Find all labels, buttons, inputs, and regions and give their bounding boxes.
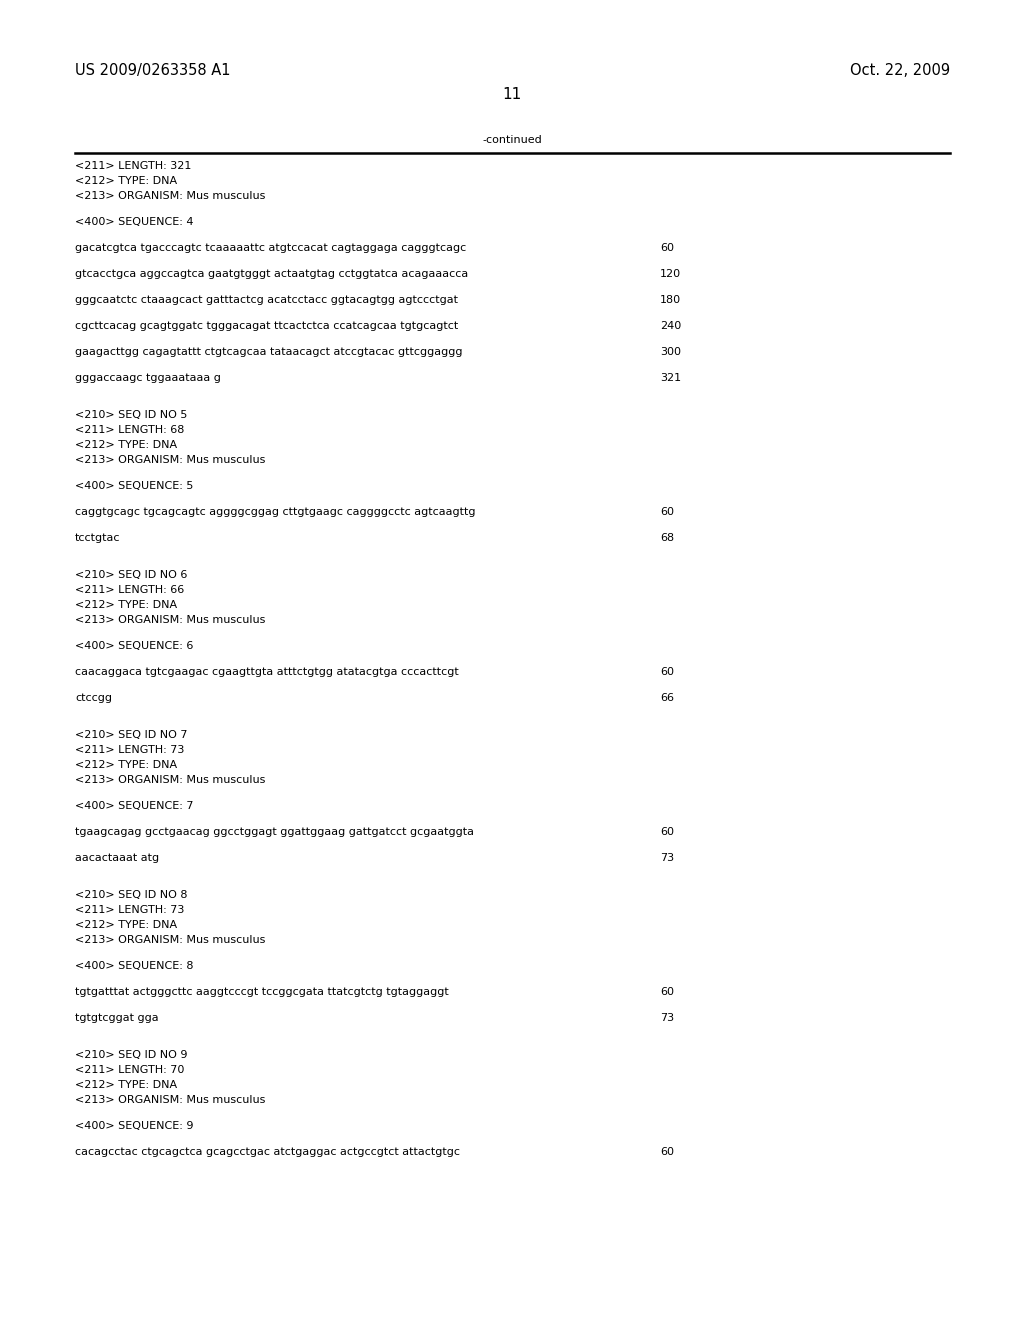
Text: <212> TYPE: DNA: <212> TYPE: DNA (75, 1080, 177, 1090)
Text: <212> TYPE: DNA: <212> TYPE: DNA (75, 920, 177, 931)
Text: gggcaatctc ctaaagcact gatttactcg acatcctacc ggtacagtgg agtccctgat: gggcaatctc ctaaagcact gatttactcg acatcct… (75, 296, 458, 305)
Text: 60: 60 (660, 243, 674, 253)
Text: tgtgtcggat gga: tgtgtcggat gga (75, 1012, 159, 1023)
Text: gtcacctgca aggccagtca gaatgtgggt actaatgtag cctggtatca acagaaacca: gtcacctgca aggccagtca gaatgtgggt actaatg… (75, 269, 468, 279)
Text: 73: 73 (660, 853, 674, 863)
Text: 120: 120 (660, 269, 681, 279)
Text: 240: 240 (660, 321, 681, 331)
Text: 60: 60 (660, 1147, 674, 1158)
Text: 60: 60 (660, 507, 674, 517)
Text: US 2009/0263358 A1: US 2009/0263358 A1 (75, 63, 230, 78)
Text: cacagcctac ctgcagctca gcagcctgac atctgaggac actgccgtct attactgtgc: cacagcctac ctgcagctca gcagcctgac atctgag… (75, 1147, 460, 1158)
Text: <210> SEQ ID NO 5: <210> SEQ ID NO 5 (75, 411, 187, 420)
Text: <400> SEQUENCE: 6: <400> SEQUENCE: 6 (75, 642, 194, 651)
Text: tgaagcagag gcctgaacag ggcctggagt ggattggaag gattgatcct gcgaatggta: tgaagcagag gcctgaacag ggcctggagt ggattgg… (75, 828, 474, 837)
Text: <400> SEQUENCE: 8: <400> SEQUENCE: 8 (75, 961, 194, 972)
Text: caacaggaca tgtcgaagac cgaagttgta atttctgtgg atatacgtga cccacttcgt: caacaggaca tgtcgaagac cgaagttgta atttctg… (75, 667, 459, 677)
Text: gaagacttgg cagagtattt ctgtcagcaa tataacagct atccgtacac gttcggaggg: gaagacttgg cagagtattt ctgtcagcaa tataaca… (75, 347, 463, 356)
Text: <400> SEQUENCE: 9: <400> SEQUENCE: 9 (75, 1121, 194, 1131)
Text: <400> SEQUENCE: 4: <400> SEQUENCE: 4 (75, 216, 194, 227)
Text: gacatcgtca tgacccagtc tcaaaaattc atgtccacat cagtaggaga cagggtcagc: gacatcgtca tgacccagtc tcaaaaattc atgtcca… (75, 243, 466, 253)
Text: 60: 60 (660, 987, 674, 997)
Text: gggaccaagc tggaaataaa g: gggaccaagc tggaaataaa g (75, 374, 221, 383)
Text: <210> SEQ ID NO 8: <210> SEQ ID NO 8 (75, 890, 187, 900)
Text: <213> ORGANISM: Mus musculus: <213> ORGANISM: Mus musculus (75, 935, 265, 945)
Text: <210> SEQ ID NO 6: <210> SEQ ID NO 6 (75, 570, 187, 579)
Text: <400> SEQUENCE: 7: <400> SEQUENCE: 7 (75, 801, 194, 810)
Text: <210> SEQ ID NO 9: <210> SEQ ID NO 9 (75, 1049, 187, 1060)
Text: <211> LENGTH: 321: <211> LENGTH: 321 (75, 161, 191, 172)
Text: 68: 68 (660, 533, 674, 543)
Text: <211> LENGTH: 66: <211> LENGTH: 66 (75, 585, 184, 595)
Text: 60: 60 (660, 828, 674, 837)
Text: <210> SEQ ID NO 7: <210> SEQ ID NO 7 (75, 730, 187, 741)
Text: 73: 73 (660, 1012, 674, 1023)
Text: <212> TYPE: DNA: <212> TYPE: DNA (75, 440, 177, 450)
Text: <212> TYPE: DNA: <212> TYPE: DNA (75, 760, 177, 770)
Text: 180: 180 (660, 296, 681, 305)
Text: -continued: -continued (482, 135, 542, 145)
Text: <213> ORGANISM: Mus musculus: <213> ORGANISM: Mus musculus (75, 615, 265, 626)
Text: <213> ORGANISM: Mus musculus: <213> ORGANISM: Mus musculus (75, 775, 265, 785)
Text: <211> LENGTH: 73: <211> LENGTH: 73 (75, 906, 184, 915)
Text: cgcttcacag gcagtggatc tgggacagat ttcactctca ccatcagcaa tgtgcagtct: cgcttcacag gcagtggatc tgggacagat ttcactc… (75, 321, 459, 331)
Text: caggtgcagc tgcagcagtc aggggcggag cttgtgaagc caggggcctc agtcaagttg: caggtgcagc tgcagcagtc aggggcggag cttgtga… (75, 507, 475, 517)
Text: <213> ORGANISM: Mus musculus: <213> ORGANISM: Mus musculus (75, 455, 265, 465)
Text: 66: 66 (660, 693, 674, 704)
Text: <400> SEQUENCE: 5: <400> SEQUENCE: 5 (75, 480, 194, 491)
Text: tgtgatttat actgggcttc aaggtcccgt tccggcgata ttatcgtctg tgtaggaggt: tgtgatttat actgggcttc aaggtcccgt tccggcg… (75, 987, 449, 997)
Text: 11: 11 (503, 87, 521, 102)
Text: <211> LENGTH: 68: <211> LENGTH: 68 (75, 425, 184, 436)
Text: <211> LENGTH: 70: <211> LENGTH: 70 (75, 1065, 184, 1074)
Text: tcctgtac: tcctgtac (75, 533, 121, 543)
Text: 321: 321 (660, 374, 681, 383)
Text: Oct. 22, 2009: Oct. 22, 2009 (850, 63, 950, 78)
Text: <212> TYPE: DNA: <212> TYPE: DNA (75, 176, 177, 186)
Text: 300: 300 (660, 347, 681, 356)
Text: <213> ORGANISM: Mus musculus: <213> ORGANISM: Mus musculus (75, 191, 265, 201)
Text: 60: 60 (660, 667, 674, 677)
Text: ctccgg: ctccgg (75, 693, 112, 704)
Text: aacactaaat atg: aacactaaat atg (75, 853, 159, 863)
Text: <211> LENGTH: 73: <211> LENGTH: 73 (75, 744, 184, 755)
Text: <212> TYPE: DNA: <212> TYPE: DNA (75, 601, 177, 610)
Text: <213> ORGANISM: Mus musculus: <213> ORGANISM: Mus musculus (75, 1096, 265, 1105)
